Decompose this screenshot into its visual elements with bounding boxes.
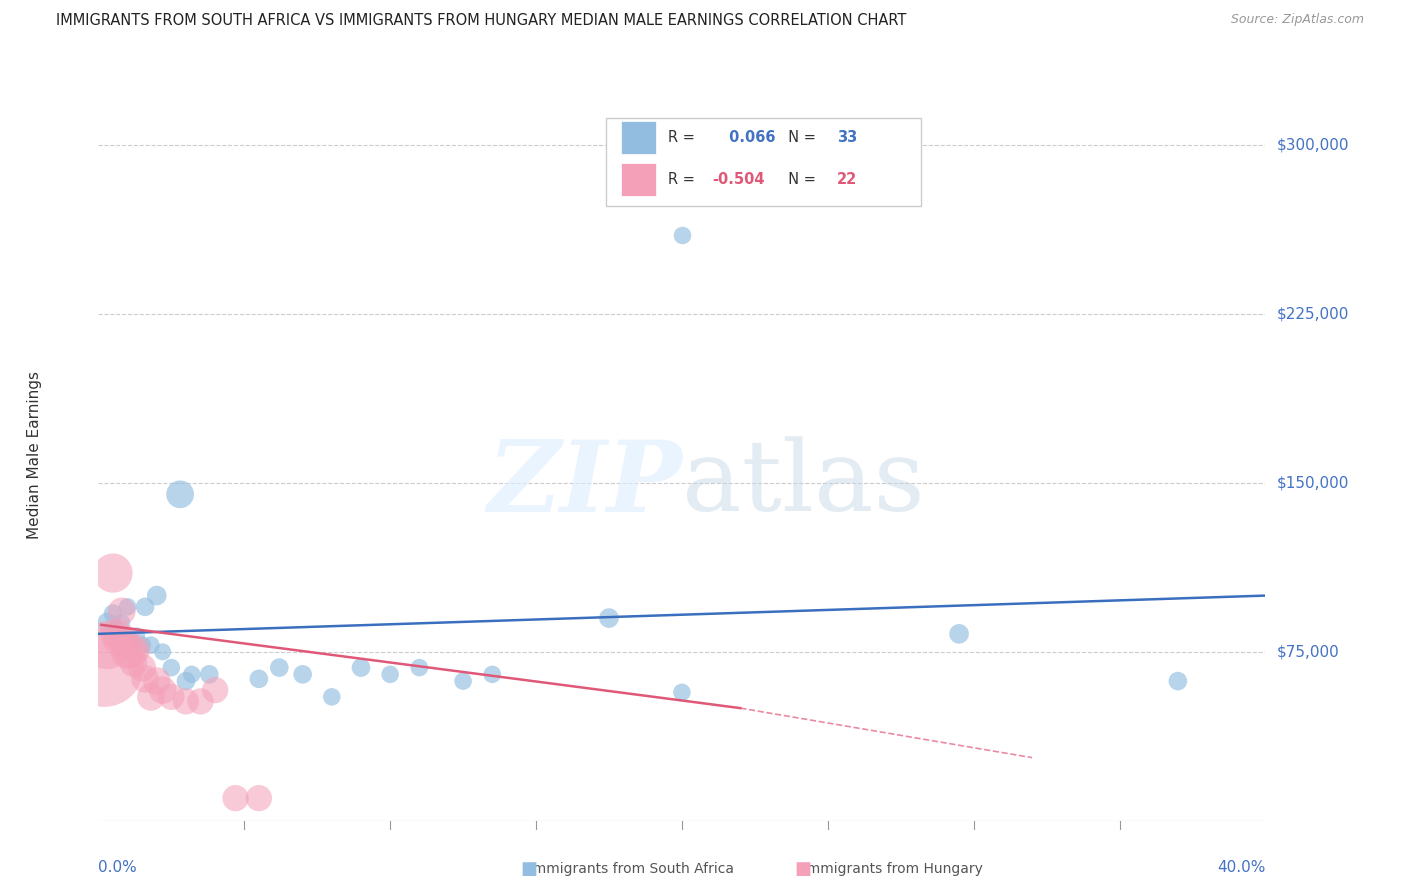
Text: atlas: atlas bbox=[682, 436, 925, 532]
Point bbox=[139, 638, 162, 652]
Text: R =: R = bbox=[668, 130, 699, 145]
Point bbox=[93, 660, 115, 674]
Point bbox=[122, 656, 145, 670]
Point bbox=[125, 629, 148, 643]
Point bbox=[125, 642, 148, 657]
Point bbox=[117, 599, 139, 614]
Text: Source: ZipAtlas.com: Source: ZipAtlas.com bbox=[1230, 13, 1364, 27]
Point bbox=[131, 660, 153, 674]
Point bbox=[160, 660, 183, 674]
Point bbox=[111, 615, 134, 630]
Text: -0.504: -0.504 bbox=[713, 172, 765, 187]
Point bbox=[180, 667, 202, 681]
Point bbox=[198, 667, 221, 681]
Text: 22: 22 bbox=[837, 172, 858, 187]
Point bbox=[114, 633, 136, 648]
FancyBboxPatch shape bbox=[606, 119, 921, 206]
Point bbox=[269, 660, 291, 674]
Point bbox=[134, 599, 156, 614]
Point bbox=[1167, 674, 1189, 689]
Point bbox=[204, 683, 226, 698]
Text: 33: 33 bbox=[837, 130, 858, 145]
FancyBboxPatch shape bbox=[621, 120, 657, 153]
Point bbox=[104, 623, 127, 637]
Point bbox=[139, 690, 162, 704]
Point bbox=[146, 674, 169, 689]
Point bbox=[152, 645, 174, 659]
Text: 40.0%: 40.0% bbox=[1218, 860, 1265, 874]
Text: ZIP: ZIP bbox=[486, 436, 682, 533]
Point bbox=[101, 607, 124, 621]
Point bbox=[948, 627, 970, 641]
Point bbox=[408, 660, 430, 674]
Point bbox=[247, 672, 270, 686]
Point bbox=[321, 690, 343, 704]
Point bbox=[378, 667, 402, 681]
Text: $75,000: $75,000 bbox=[1277, 644, 1340, 659]
Point bbox=[108, 633, 131, 648]
Point bbox=[671, 685, 693, 699]
Text: Immigrants from Hungary: Immigrants from Hungary bbox=[794, 862, 983, 876]
Text: Immigrants from South Africa: Immigrants from South Africa bbox=[520, 862, 734, 876]
Text: 0.0%: 0.0% bbox=[98, 860, 138, 874]
Point bbox=[114, 629, 136, 643]
Point bbox=[671, 228, 693, 243]
Text: $300,000: $300,000 bbox=[1277, 138, 1348, 153]
Point bbox=[169, 487, 191, 501]
Text: Median Male Earnings: Median Male Earnings bbox=[27, 371, 42, 539]
Point bbox=[108, 629, 131, 643]
Point bbox=[160, 690, 183, 704]
Text: IMMIGRANTS FROM SOUTH AFRICA VS IMMIGRANTS FROM HUNGARY MEDIAN MALE EARNINGS COR: IMMIGRANTS FROM SOUTH AFRICA VS IMMIGRAN… bbox=[56, 13, 907, 29]
Point bbox=[247, 791, 270, 805]
Point bbox=[291, 667, 314, 681]
Point bbox=[101, 566, 124, 580]
Point bbox=[350, 660, 373, 674]
Point bbox=[190, 694, 212, 708]
Text: N =: N = bbox=[779, 130, 820, 145]
FancyBboxPatch shape bbox=[621, 162, 657, 195]
Text: $150,000: $150,000 bbox=[1277, 475, 1348, 491]
Point bbox=[598, 611, 620, 625]
Point bbox=[451, 674, 474, 689]
Point bbox=[134, 672, 156, 686]
Point bbox=[225, 791, 247, 805]
Point bbox=[104, 627, 127, 641]
Point bbox=[174, 694, 197, 708]
Point bbox=[131, 638, 153, 652]
Point bbox=[481, 667, 503, 681]
Point bbox=[96, 638, 118, 652]
Text: ■: ■ bbox=[520, 860, 537, 878]
Text: $225,000: $225,000 bbox=[1277, 307, 1348, 322]
Text: N =: N = bbox=[779, 172, 820, 187]
Point bbox=[111, 604, 134, 618]
Point bbox=[146, 589, 169, 603]
Point bbox=[96, 615, 118, 630]
Point bbox=[120, 645, 142, 659]
Text: R =: R = bbox=[668, 172, 699, 187]
Point bbox=[152, 683, 174, 698]
Point bbox=[117, 645, 139, 659]
Text: ■: ■ bbox=[794, 860, 811, 878]
Text: 0.066: 0.066 bbox=[724, 130, 776, 145]
Point bbox=[120, 633, 142, 648]
Point bbox=[174, 674, 197, 689]
Point bbox=[122, 640, 145, 655]
